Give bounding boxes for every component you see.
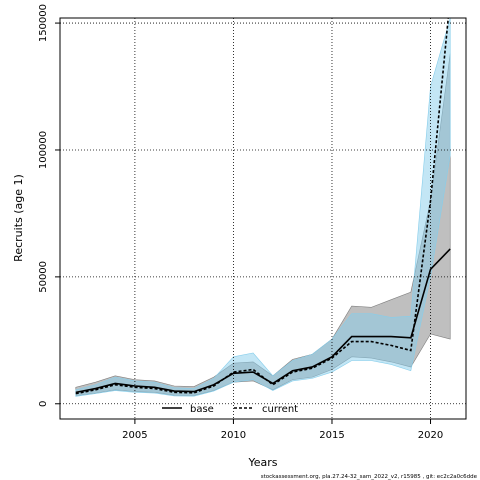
y-tick-label: 0	[38, 401, 49, 407]
x-tick-label: 2020	[418, 430, 443, 441]
line-current	[75, 18, 450, 395]
x-tick-label: 2015	[319, 430, 344, 441]
x-axis: 2005 2010 2015 2020	[122, 419, 443, 441]
legend-label-base: base	[190, 404, 214, 415]
y-tick-label: 150000	[38, 4, 49, 42]
x-tick-label: 2005	[122, 430, 147, 441]
grid-lines	[60, 18, 466, 419]
plot-frame	[59, 17, 467, 420]
y-tick-label: 100000	[38, 131, 49, 169]
confidence-bands	[75, 18, 451, 397]
y-axis: 0 50000 100000 150000	[38, 4, 60, 407]
legend-label-current: current	[262, 404, 298, 415]
x-axis-label: Years	[247, 456, 277, 469]
footnote: stockassessment.org, pla.27.24-32_sam_20…	[261, 474, 478, 480]
y-tick-label: 50000	[38, 261, 49, 293]
series-lines	[75, 18, 451, 395]
y-axis-label: Recruits (age 1)	[12, 174, 25, 262]
band-current	[75, 18, 451, 397]
x-tick-label: 2010	[221, 430, 246, 441]
legend: base current	[162, 404, 298, 415]
